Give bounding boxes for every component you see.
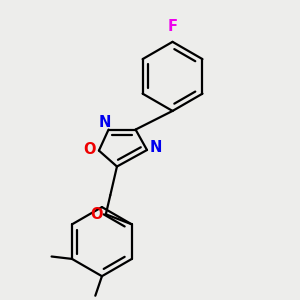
Text: F: F [167, 19, 178, 34]
Text: N: N [99, 116, 111, 130]
Text: O: O [91, 207, 103, 222]
Text: O: O [84, 142, 96, 158]
Text: N: N [149, 140, 162, 155]
